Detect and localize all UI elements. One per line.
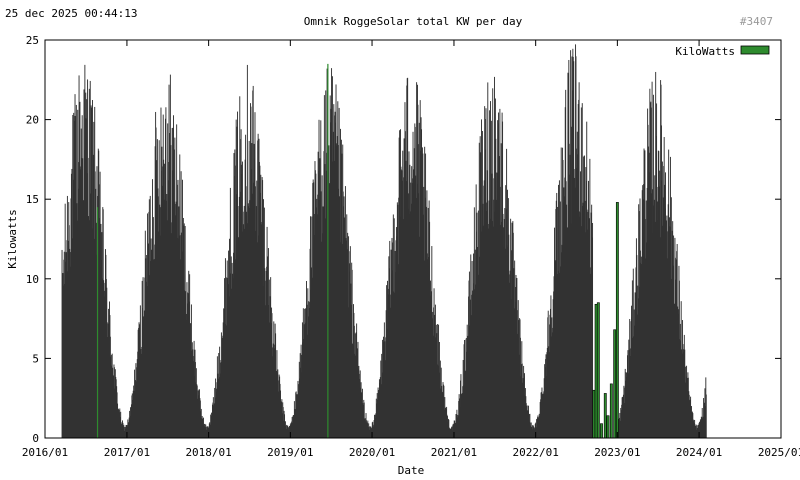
chart-title: Omnik RoggeSolar total KW per day — [304, 15, 523, 28]
y-tick-label: 5 — [32, 352, 39, 365]
x-tick-label: 2021/01 — [431, 446, 477, 459]
tick-layer: 0 5 10 15 20 25 2016/01 2017/01 2018/01 2019/01 20… — [22, 34, 800, 459]
plot-frame — [44, 39, 782, 439]
y-tick-label: 20 — [26, 114, 39, 127]
x-tick-label: 2023/01 — [594, 446, 640, 459]
x-tick-label: 2024/01 — [676, 446, 722, 459]
x-tick-label: 2025/01 — [758, 446, 800, 459]
y-tick-label: 25 — [26, 34, 39, 47]
daily-bar — [705, 394, 707, 438]
timestamp: 25 dec 2025 00:44:13 — [5, 7, 137, 20]
highlight-bar — [609, 383, 613, 439]
y-tick-label: 0 — [32, 432, 39, 445]
highlight-bar — [615, 202, 619, 439]
highlight-bar — [613, 329, 617, 439]
x-tick-label: 2022/01 — [512, 446, 558, 459]
y-tick-label: 15 — [26, 193, 39, 206]
x-tick-label: 2019/01 — [267, 446, 313, 459]
x-tick-label: 2016/01 — [22, 446, 68, 459]
legend: KiloWatts — [675, 45, 770, 58]
legend-label: KiloWatts — [675, 45, 735, 58]
highlight-bar — [327, 63, 329, 438]
daily-bars — [61, 44, 707, 439]
counter-label: #3407 — [740, 15, 773, 28]
highlight-bar — [592, 389, 596, 439]
legend-swatch — [740, 45, 770, 55]
highlight-bar — [96, 207, 99, 438]
x-tick-label: 2017/01 — [104, 446, 150, 459]
highlight-bar — [600, 423, 603, 439]
highlight-bar — [596, 302, 600, 439]
y-axis-label: Kilowatts — [6, 209, 19, 269]
x-tick-label: 2018/01 — [185, 446, 231, 459]
x-axis-label: Date — [398, 464, 425, 477]
daily-bar — [592, 222, 594, 438]
highlight-bar — [594, 303, 598, 439]
x-tick-label: 2020/01 — [349, 446, 395, 459]
y-tick-label: 10 — [26, 273, 39, 286]
highlight-bar — [606, 415, 610, 439]
highlight-bar — [603, 393, 607, 439]
